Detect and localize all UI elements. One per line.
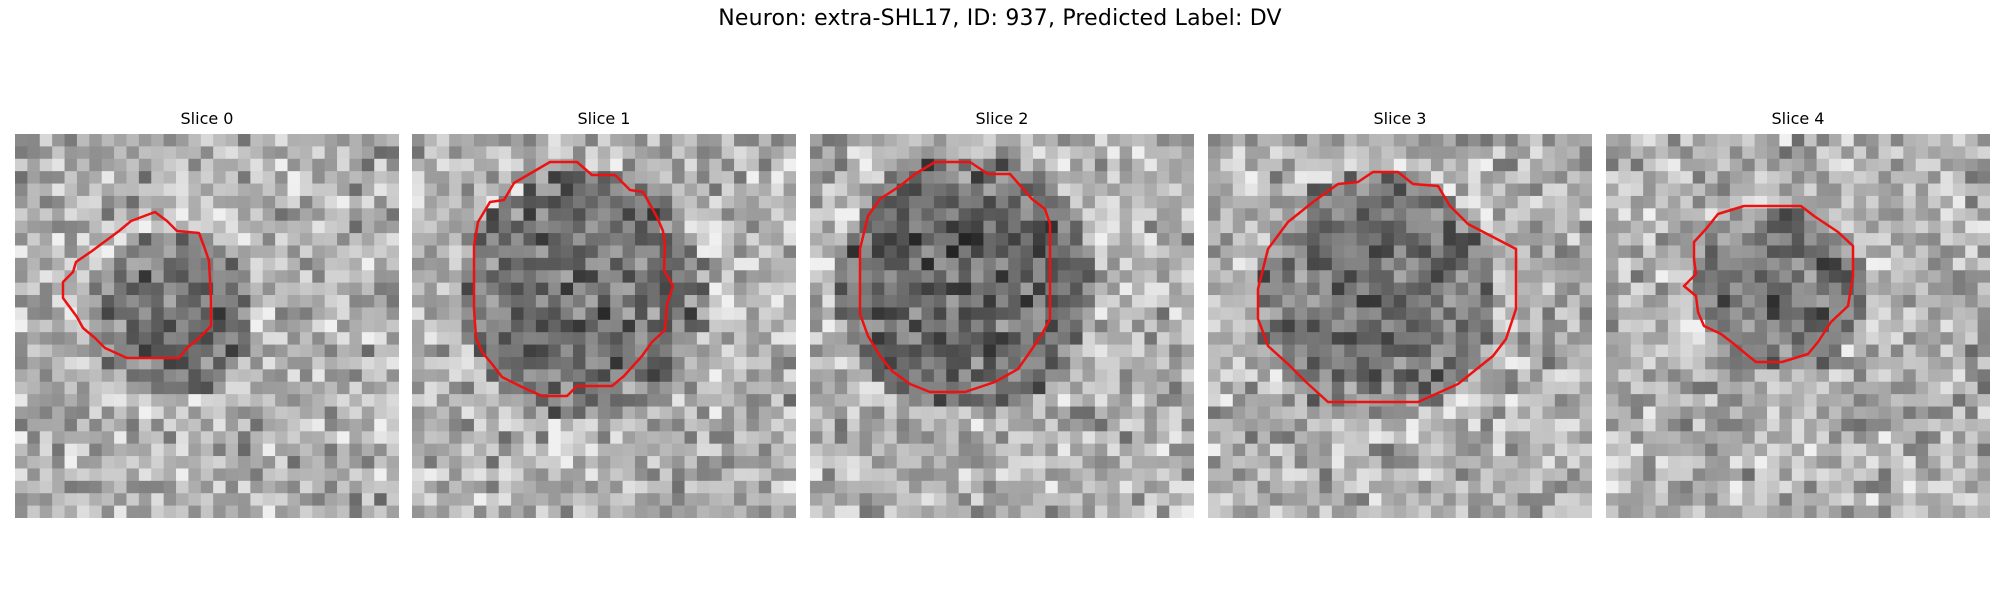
neuron-outline [61,210,213,360]
slice-panel-2: Slice 2 [810,108,1194,518]
grayscale-pixel-grid [1606,134,1990,518]
slice-image-2 [810,134,1194,518]
grayscale-pixel-grid [15,134,399,518]
grayscale-pixel-grid [1208,134,1592,518]
slice-image-3 [1208,134,1592,518]
slice-title: Slice 2 [975,109,1029,128]
slice-image-1 [412,134,796,518]
slice-title: Slice 3 [1373,109,1427,128]
slice-title: Slice 4 [1771,109,1825,128]
neuron-outline [1256,170,1518,404]
slice-panel-3: Slice 3 [1208,108,1592,518]
grayscale-pixel-grid [810,134,1194,518]
slice-title: Slice 0 [180,109,234,128]
slice-image-4 [1606,134,1990,518]
neuron-outline [858,160,1052,394]
neuron-outline [1682,204,1855,364]
neuron-outline [472,160,675,398]
slice-panel-1: Slice 1 [412,108,796,518]
slice-panel-4: Slice 4 [1606,108,1990,518]
grayscale-pixel-grid [412,134,796,518]
slice-panel-0: Slice 0 [15,108,399,518]
figure-title: Neuron: extra-SHL17, ID: 937, Predicted … [718,6,1282,31]
slice-image-0 [15,134,399,518]
slice-title: Slice 1 [577,109,631,128]
